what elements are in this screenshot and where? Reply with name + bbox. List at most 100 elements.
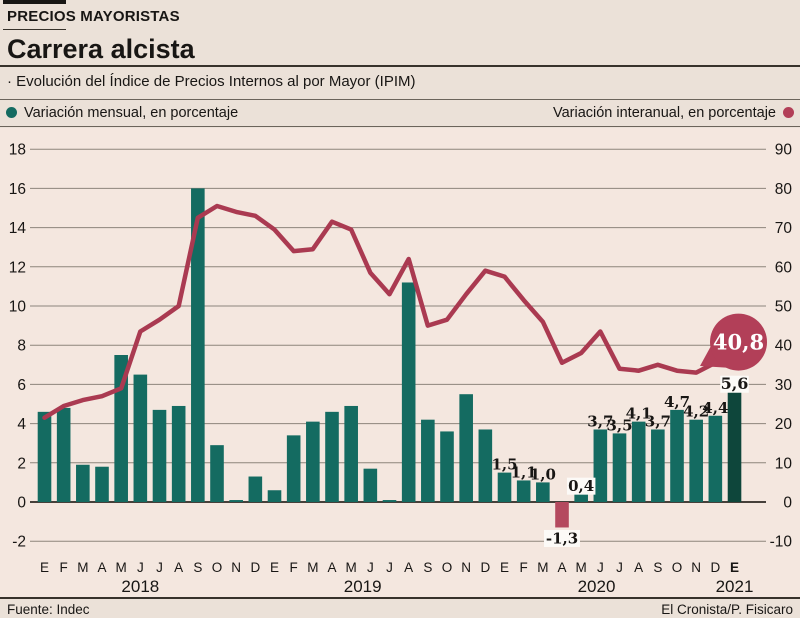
bar-month-29 <box>593 429 608 502</box>
month-tick-label: A <box>174 560 183 575</box>
bar-month-27 <box>555 502 569 528</box>
month-tick-label: N <box>461 560 471 575</box>
month-tick-label: F <box>60 560 68 575</box>
bar-month-21 <box>440 431 454 502</box>
month-tick-label: O <box>442 560 453 575</box>
month-tick-label: E <box>500 560 509 575</box>
bar-month-2 <box>76 464 90 502</box>
legend: Variación mensual, en porcentaje Variaci… <box>0 104 800 124</box>
svg-text:10: 10 <box>775 455 793 472</box>
bar-month-14 <box>306 421 320 502</box>
svg-text:8: 8 <box>17 338 26 355</box>
bar-month-30 <box>612 433 627 502</box>
bar-month-35 <box>708 415 723 502</box>
svg-text:0: 0 <box>17 495 26 512</box>
month-tick-label: S <box>193 560 202 575</box>
bar-month-28 <box>574 494 588 502</box>
bar-value-label: 3,7 <box>587 412 613 430</box>
month-tick-label: O <box>672 560 683 575</box>
year-label: 2018 <box>121 577 159 595</box>
chart-subtitle: · Evolución del Índice de Precios Intern… <box>7 73 416 90</box>
svg-text:-2: -2 <box>12 534 26 551</box>
month-tick-label: J <box>156 560 163 575</box>
bar-value-label: 4,4 <box>702 399 728 417</box>
month-tick-label: F <box>520 560 528 575</box>
svg-text:16: 16 <box>9 181 26 198</box>
month-tick-label: A <box>558 560 567 575</box>
month-tick-label: J <box>616 560 623 575</box>
bar-month-12 <box>267 490 282 502</box>
divider <box>0 99 800 100</box>
month-tick-label: M <box>537 560 548 575</box>
kicker-underline <box>3 29 66 30</box>
divider <box>0 65 800 67</box>
legend-yoy-label: Variación interanual, en porcentaje <box>552 105 776 121</box>
badge-value: 40,8 <box>713 330 764 355</box>
bar-month-1 <box>56 407 71 502</box>
month-tick-label: M <box>576 560 587 575</box>
teal-dot-icon <box>6 107 17 118</box>
month-tick-label: M <box>346 560 357 575</box>
bar-value-label: 0,4 <box>568 477 594 495</box>
x-axis-layer: E F M A M J J A S O N D E F M A M J J A S O N D E F M A M J J A S O N D E201… <box>40 560 753 595</box>
month-tick-label: J <box>367 560 374 575</box>
bar-month-8 <box>191 188 205 502</box>
month-tick-label: M <box>77 560 88 575</box>
yoy-line-layer <box>42 203 737 420</box>
bar-month-20 <box>421 419 435 502</box>
bar-value-label: 4,1 <box>626 405 652 423</box>
month-tick-label: N <box>691 560 701 575</box>
bar-value-label: 5,6 <box>721 374 749 393</box>
month-tick-label: F <box>290 560 298 575</box>
svg-text:50: 50 <box>775 299 793 316</box>
bar-value-label: 3,7 <box>645 412 671 430</box>
svg-text:4: 4 <box>17 416 26 433</box>
legend-monthly-label: Variación mensual, en porcentaje <box>24 105 239 121</box>
month-tick-label: A <box>97 560 106 575</box>
bar-month-26 <box>536 482 550 502</box>
svg-text:60: 60 <box>775 259 793 276</box>
bar-month-0 <box>37 411 52 502</box>
month-tick-label: J <box>137 560 144 575</box>
svg-text:40: 40 <box>775 338 793 355</box>
legend-item-monthly: Variación mensual, en porcentaje <box>6 105 238 121</box>
bar-month-16 <box>344 405 358 502</box>
bar-value-label: 1,0 <box>530 465 556 483</box>
kicker-top-bar <box>3 0 66 4</box>
month-tick-label: J <box>386 560 393 575</box>
svg-text:80: 80 <box>775 181 793 198</box>
bar-month-36 <box>727 392 742 502</box>
source-note: Fuente: Indec <box>7 602 90 617</box>
month-tick-label: O <box>212 560 223 575</box>
month-tick-label: M <box>307 560 318 575</box>
month-tick-label: E <box>270 560 279 575</box>
bar-value-label: 1,5 <box>491 456 517 474</box>
year-label: 2020 <box>578 577 616 595</box>
credit-note: El Cronista/P. Fisicaro <box>661 602 793 617</box>
bar-month-33 <box>670 409 684 502</box>
bar-value-label: 3,5 <box>606 416 632 434</box>
bar-month-23 <box>478 429 493 502</box>
year-label: 2019 <box>344 577 382 595</box>
bar-month-25 <box>516 480 531 502</box>
bar-value-label: 1,1 <box>511 463 537 481</box>
svg-text:18: 18 <box>9 142 26 159</box>
bar-month-31 <box>631 421 646 502</box>
bar-month-3 <box>95 466 109 502</box>
divider <box>0 597 800 599</box>
bar-value-label: -1,3 <box>546 529 578 547</box>
bar-month-18 <box>382 500 397 502</box>
month-tick-label: S <box>653 560 662 575</box>
svg-text:20: 20 <box>775 416 793 433</box>
bar-line-chart: 18 90 16 80 14 70 12 60 10 50 8 40 6 30 4 20 2 10 0 0 -2 -10 4… <box>9 142 793 595</box>
month-tick-label: J <box>597 560 604 575</box>
bar-month-24 <box>497 472 512 502</box>
yoy-badge: 40,8 <box>700 313 768 371</box>
bar-month-17 <box>363 468 378 502</box>
bar-labels-layer: 1,51,11,0-1,30,43,73,54,13,74,74,24,45,6 <box>491 374 749 547</box>
divider <box>0 126 800 127</box>
monthly-bars-layer <box>37 188 742 528</box>
month-tick-label: M <box>116 560 127 575</box>
month-tick-label: S <box>423 560 432 575</box>
bar-month-9 <box>210 445 224 502</box>
